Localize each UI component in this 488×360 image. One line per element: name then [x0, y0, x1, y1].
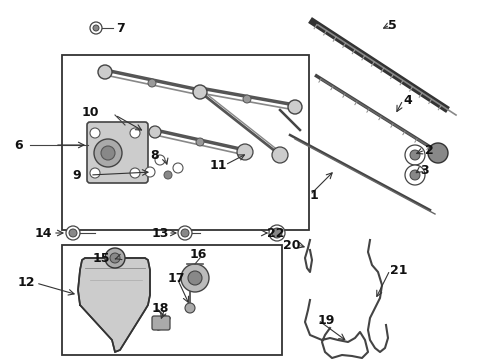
Circle shape — [90, 168, 100, 178]
Text: 14: 14 — [35, 226, 52, 239]
Circle shape — [271, 147, 287, 163]
Text: 9: 9 — [72, 168, 81, 181]
Circle shape — [130, 128, 140, 138]
Circle shape — [243, 95, 250, 103]
Circle shape — [98, 65, 112, 79]
Circle shape — [173, 163, 183, 173]
Polygon shape — [78, 258, 150, 352]
Circle shape — [163, 171, 172, 179]
Circle shape — [404, 145, 424, 165]
Circle shape — [155, 155, 164, 165]
Text: 10: 10 — [82, 105, 99, 118]
Circle shape — [90, 22, 102, 34]
Text: 5: 5 — [387, 18, 396, 32]
Circle shape — [181, 229, 189, 237]
Circle shape — [145, 167, 155, 177]
Circle shape — [409, 150, 419, 160]
Circle shape — [271, 228, 282, 238]
Circle shape — [404, 165, 424, 185]
Text: 12: 12 — [18, 276, 36, 289]
Circle shape — [105, 248, 125, 268]
Circle shape — [90, 128, 100, 138]
Text: 22: 22 — [266, 226, 284, 239]
Circle shape — [181, 264, 208, 292]
Circle shape — [66, 226, 80, 240]
Text: 18: 18 — [152, 302, 169, 315]
Text: 4: 4 — [402, 94, 411, 107]
Text: 19: 19 — [317, 314, 335, 327]
Text: 17: 17 — [168, 271, 185, 284]
Text: 6: 6 — [14, 139, 23, 152]
Text: 13: 13 — [152, 226, 169, 239]
Circle shape — [130, 168, 140, 178]
Circle shape — [268, 225, 285, 241]
Text: 8: 8 — [150, 149, 158, 162]
Circle shape — [184, 303, 195, 313]
Circle shape — [193, 85, 206, 99]
Circle shape — [287, 100, 302, 114]
Circle shape — [196, 138, 203, 146]
Bar — [62, 245, 282, 355]
Circle shape — [69, 229, 77, 237]
Text: 20: 20 — [283, 239, 300, 252]
Text: 21: 21 — [389, 264, 407, 276]
Text: 7: 7 — [116, 22, 124, 35]
Bar — [62, 55, 308, 230]
Text: 11: 11 — [209, 158, 227, 171]
Text: 15: 15 — [92, 252, 110, 265]
Circle shape — [409, 170, 419, 180]
FancyBboxPatch shape — [87, 122, 148, 183]
FancyBboxPatch shape — [152, 316, 170, 330]
Text: 2: 2 — [424, 144, 433, 157]
Text: 1: 1 — [309, 189, 318, 202]
Circle shape — [93, 25, 99, 31]
Circle shape — [187, 271, 202, 285]
Circle shape — [101, 146, 115, 160]
Circle shape — [178, 226, 192, 240]
Circle shape — [427, 143, 447, 163]
Circle shape — [148, 79, 156, 87]
Circle shape — [94, 139, 122, 167]
Text: 3: 3 — [419, 163, 428, 176]
Circle shape — [149, 126, 161, 138]
Circle shape — [237, 144, 252, 160]
Text: 16: 16 — [190, 248, 207, 261]
Circle shape — [110, 253, 120, 263]
